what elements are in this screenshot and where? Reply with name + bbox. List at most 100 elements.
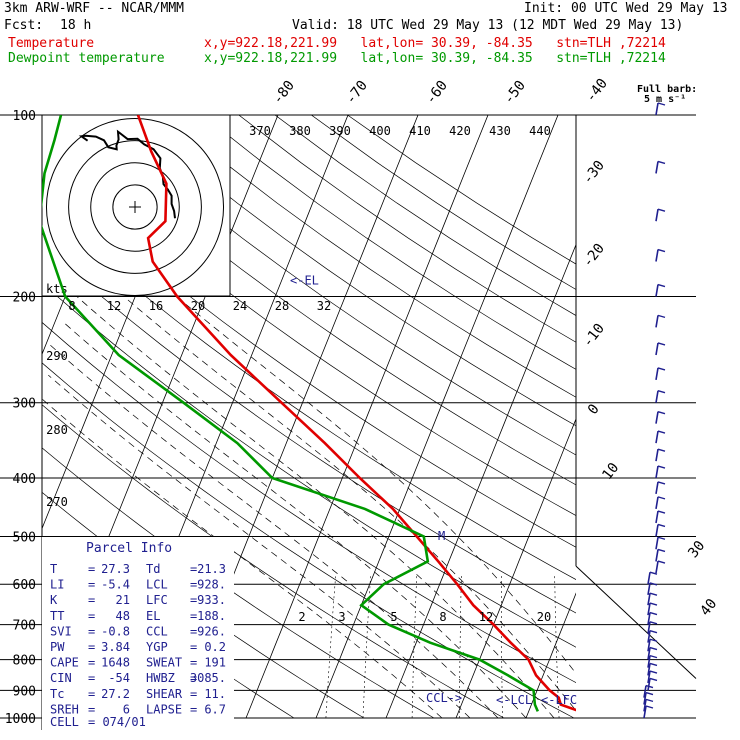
melting-marker: M	[438, 529, 445, 543]
pressure-label: 900	[13, 684, 36, 699]
parcel-info-title: Parcel Info	[86, 541, 172, 556]
theta-label: 380	[289, 124, 311, 138]
inset-ring-label: 32	[317, 299, 331, 313]
wind-barb-flag	[657, 523, 666, 528]
temperature-profile	[136, 115, 576, 712]
parcel-value: 0.2	[204, 640, 226, 654]
pressure-label: 800	[13, 654, 36, 669]
wind-barb-flag	[657, 430, 666, 434]
parcel-key: Tc	[50, 687, 64, 701]
wind-header: Full barb:	[637, 84, 697, 95]
wind-barb	[655, 161, 659, 174]
isotherm-line	[42, 115, 209, 530]
parcel-value: 27.2	[101, 687, 130, 701]
forecast-hour: 18 h	[60, 18, 92, 33]
dry-adiabat	[42, 134, 576, 516]
wind-barb-flag	[649, 592, 658, 596]
wind-barb	[655, 560, 659, 574]
temp-axis-label: 30	[685, 538, 708, 561]
wind-unit: 5 m s⁻¹	[644, 94, 686, 105]
theta-label: 420	[449, 124, 471, 138]
inset-ring-label: 20	[191, 299, 205, 313]
wind-barb-flag	[657, 548, 666, 553]
wind-barb-flag	[649, 638, 658, 642]
wind-barb-flag	[657, 536, 666, 540]
temp-axis-label: -80	[270, 78, 298, 108]
parcel-value: 21	[116, 593, 130, 607]
moist-adiabat	[176, 296, 576, 675]
parcel-value: -0.8	[101, 624, 130, 638]
valid-time: Valid: 18 UTC Wed 29 May 13 (12 MDT Wed …	[292, 18, 684, 33]
dry-adiabat	[42, 169, 576, 548]
wind-barb	[655, 249, 659, 262]
wind-barb-flag	[657, 465, 666, 469]
parcel-cell-key: CELL	[50, 715, 79, 729]
theta-label: 270	[46, 495, 68, 509]
moist-adiabat	[49, 344, 499, 719]
parcel-eq: =	[88, 687, 95, 701]
parcel-key: CAPE	[50, 656, 79, 670]
mixing-ratio-line	[501, 575, 503, 719]
pressure-label: 300	[13, 397, 36, 412]
wind-barb	[655, 102, 659, 116]
wind-barb-flag	[645, 698, 654, 703]
moist-adiabat	[48, 374, 471, 719]
dry-adiabat	[42, 243, 576, 614]
mixing-ratio-label: 20	[537, 610, 551, 624]
pressure-label: 500	[13, 530, 36, 545]
isotherm-line	[455, 417, 576, 719]
temperature-location: x,y=922.18,221.99 lat,lon= 30.39, -84.35…	[204, 36, 666, 51]
temp-axis-label: -70	[343, 78, 371, 108]
mixing-ratio-label: 12	[479, 610, 493, 624]
parcel-eq: =	[190, 687, 197, 701]
wind-barb	[655, 496, 659, 510]
theta-label: 370	[249, 124, 271, 138]
parcel-eq: =	[190, 578, 197, 592]
moist-adiabat	[42, 398, 443, 719]
parcel-value: 1648	[101, 656, 130, 670]
dry-adiabat	[42, 362, 575, 719]
theta-label: 410	[409, 124, 431, 138]
wind-barb	[655, 209, 659, 222]
hodograph-ring	[68, 140, 202, 274]
parcel-eq: =	[88, 578, 95, 592]
isotherm-line	[736, 115, 740, 718]
theta-label: 400	[369, 124, 391, 138]
wind-barb-flag	[649, 602, 658, 606]
hodograph-ring	[90, 162, 180, 252]
dry-adiabat	[42, 404, 505, 719]
parcel-key: HWBZ	[146, 671, 175, 685]
pressure-label: 200	[13, 291, 36, 306]
wind-barb	[655, 537, 659, 550]
isotherm-line	[385, 243, 576, 719]
wind-barb	[647, 572, 651, 585]
temp-axis-label: -50	[501, 78, 529, 108]
wind-barb	[647, 621, 651, 634]
isotherm-line	[666, 115, 740, 718]
model-label: 3km ARW-WRF -- NCAR/MMM	[4, 1, 185, 16]
dry-adiabat	[311, 115, 576, 290]
parcel-value: -5.4	[101, 578, 130, 592]
wind-barb	[655, 342, 659, 356]
wind-barb	[643, 699, 647, 712]
parcel-key: CCL	[146, 624, 168, 638]
parcel-key: SWEAT	[146, 656, 182, 670]
parcel-key: YGP	[146, 640, 168, 654]
parcel-value: 27.3	[101, 562, 130, 576]
isotherm-line	[525, 592, 576, 719]
lfc-marker: <-LFC	[541, 693, 577, 707]
wind-barb	[655, 549, 659, 562]
temp-axis-label: 40	[697, 596, 720, 619]
mixing-ratio-line	[325, 575, 336, 719]
parcel-value: 188.	[197, 609, 226, 623]
isotherm-line	[315, 115, 559, 719]
parcel-value: 933.	[197, 593, 226, 607]
wind-barb	[655, 367, 659, 381]
dry-adiabat	[93, 115, 576, 456]
init-time: Init: 00 UTC Wed 29 May 13	[524, 1, 728, 16]
parcel-key: TT	[50, 609, 64, 623]
dry-adiabat	[129, 115, 576, 427]
wind-barb-flag	[657, 510, 666, 514]
dry-adiabat	[274, 115, 576, 316]
parcel-value: 3085.	[190, 671, 226, 685]
